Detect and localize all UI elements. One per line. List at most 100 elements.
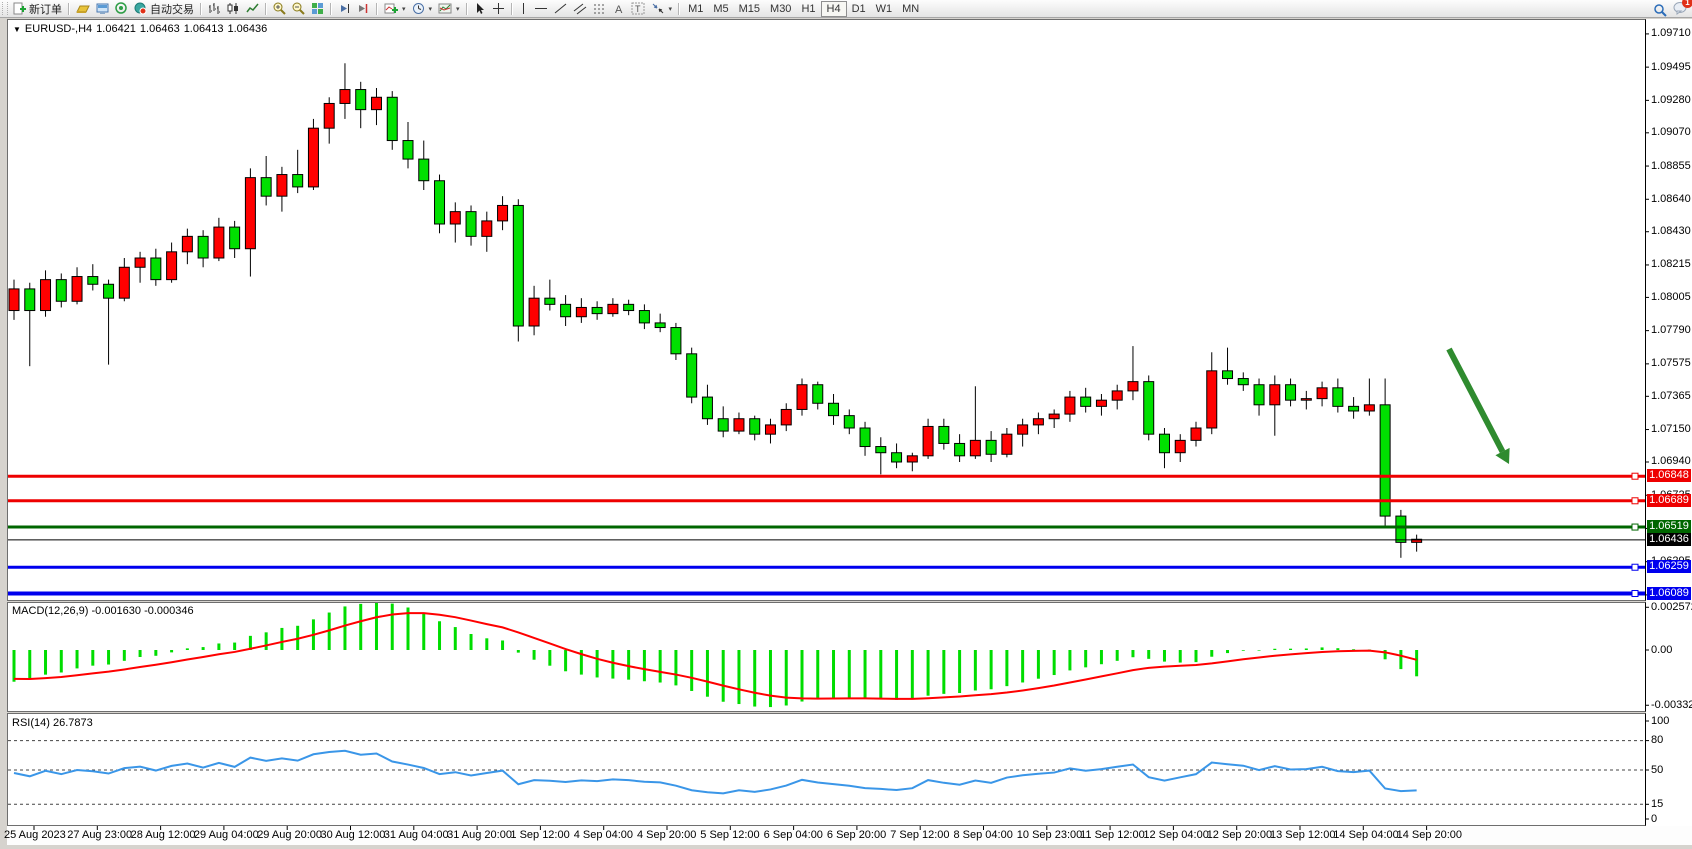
notifications-button[interactable]: 1 <box>1673 0 1692 18</box>
timeframe-h1[interactable]: H1 <box>801 2 816 15</box>
toolbar-separator <box>265 2 267 15</box>
templates-icon <box>438 3 452 14</box>
line-chart-button[interactable] <box>243 1 262 16</box>
profiles-icon <box>76 5 90 13</box>
auto-trading-icon <box>134 2 147 15</box>
cursor-tool-button[interactable] <box>471 1 489 16</box>
timeframe-w1[interactable]: W1 <box>875 2 893 15</box>
cursor-icon <box>476 3 484 14</box>
macd-header: MACD(12,26,9) -0.001630 -0.000346 <box>12 605 194 617</box>
text-label-tool-button[interactable]: T <box>628 1 648 16</box>
timeframe-m5[interactable]: M5 <box>713 2 729 15</box>
periods-button[interactable]: ▾ <box>409 1 436 16</box>
timeframe-m15[interactable]: M15 <box>738 2 761 15</box>
arrows-tool-icon <box>652 3 663 14</box>
timeframe-m30[interactable]: M30 <box>770 2 792 15</box>
timeframe-m1[interactable]: M1 <box>688 2 704 15</box>
templates-dropdown-arrow: ▾ <box>456 5 460 13</box>
tile-windows-button[interactable] <box>308 1 327 16</box>
text-tool-button[interactable]: A <box>610 1 628 16</box>
svg-text:T: T <box>635 4 641 14</box>
auto-trading-button[interactable]: 自动交易 <box>131 1 197 16</box>
indicators-dropdown-arrow: ▾ <box>402 5 406 13</box>
main-toolbar: 新订单 自动交易 ▾ ▾ <box>0 0 1692 18</box>
fibonacci-icon <box>593 4 606 14</box>
rsi-value: 26.7873 <box>52 717 93 729</box>
trendline-icon <box>554 3 566 14</box>
fibonacci-tool-button[interactable] <box>590 1 610 16</box>
crosshair-icon <box>492 3 504 14</box>
chart-dropdown-caret[interactable]: ▼ <box>13 25 21 34</box>
search-icon[interactable] <box>1653 3 1667 17</box>
candlestick-chart-icon <box>227 3 238 14</box>
macd-indicator-pane[interactable] <box>7 602 1646 712</box>
new-order-button[interactable]: 新订单 <box>10 1 65 16</box>
templates-button[interactable]: ▾ <box>435 1 463 16</box>
periods-dropdown-arrow: ▾ <box>428 5 433 13</box>
line-chart-icon <box>246 3 259 13</box>
chart-title: ▼ EURUSD-,H4 1.06421 1.06463 1.06413 1.06436 <box>13 23 271 35</box>
channel-tool-button[interactable] <box>570 1 590 16</box>
toolbar-separator <box>330 2 332 15</box>
arrows-tool-button[interactable]: ▾ <box>648 1 676 16</box>
auto-scroll-button[interactable] <box>335 1 354 16</box>
toolbar-separator <box>68 2 70 15</box>
price-axis-column[interactable] <box>1646 19 1692 826</box>
rsi-header: RSI(14) 26.7873 <box>12 717 93 729</box>
ohlc-close: 1.06436 <box>227 23 268 35</box>
rsi-indicator-pane[interactable] <box>7 713 1646 826</box>
notification-badge: 1 <box>1682 0 1692 8</box>
time-axis[interactable] <box>7 826 1692 845</box>
chart-shift-icon <box>359 4 368 13</box>
macd-signal-value: -0.000346 <box>144 605 194 617</box>
svg-text:A: A <box>615 4 623 15</box>
indicators-icon <box>384 3 398 14</box>
text-label-tool-icon: T <box>631 2 645 15</box>
signals-button[interactable] <box>112 1 131 16</box>
signals-icon <box>115 2 127 14</box>
indicators-button[interactable]: ▾ <box>381 1 409 16</box>
new-order-icon <box>13 2 26 15</box>
ohlc-low: 1.06413 <box>183 23 224 35</box>
price-chart-pane[interactable] <box>7 19 1646 601</box>
toolbar-separator <box>678 2 681 15</box>
timeframe-h4[interactable]: H4 <box>820 0 847 17</box>
zoom-out-icon <box>292 2 305 15</box>
crosshair-tool-button[interactable] <box>489 1 508 16</box>
zoom-out-button[interactable] <box>289 1 308 16</box>
horizontal-line-icon <box>534 8 547 9</box>
toolbar-separator <box>376 2 378 15</box>
tile-windows-icon <box>312 3 323 14</box>
market-watch-button[interactable] <box>93 1 112 16</box>
text-tool-icon: A <box>615 4 623 15</box>
market-watch-icon <box>96 3 109 14</box>
chart-symbol-period: EURUSD-,H4 <box>24 23 93 35</box>
new-order-label: 新订单 <box>29 3 62 16</box>
macd-main-value: -0.001630 <box>91 605 142 617</box>
toolbar-separator <box>465 2 468 15</box>
trendline-tool-button[interactable] <box>551 1 570 16</box>
horizontal-line-tool-button[interactable] <box>531 1 551 16</box>
profiles-button[interactable] <box>73 1 93 16</box>
macd-label: MACD(12,26,9) <box>12 605 89 617</box>
toolbar-separator <box>200 2 202 15</box>
auto-trading-label: 自动交易 <box>150 3 194 16</box>
toolbar-separator <box>510 2 513 15</box>
zoom-in-icon <box>273 2 286 15</box>
ohlc-open: 1.06421 <box>96 23 136 35</box>
auto-scroll-icon <box>341 4 349 13</box>
clock-icon <box>412 3 424 14</box>
toolbar-grip[interactable] <box>2 2 8 15</box>
vertical-line-tool-button[interactable] <box>516 1 531 16</box>
ohlc-high: 1.06463 <box>139 23 180 35</box>
chart-shift-button[interactable] <box>354 1 373 16</box>
timeframe-mn[interactable]: MN <box>902 2 920 15</box>
candlestick-chart-button[interactable] <box>224 1 243 16</box>
vertical-line-icon <box>522 3 524 14</box>
bar-chart-icon <box>209 3 220 14</box>
zoom-in-button[interactable] <box>270 1 289 16</box>
timeframe-d1[interactable]: D1 <box>851 2 866 15</box>
arrows-dropdown-arrow: ▾ <box>668 5 673 13</box>
bar-chart-button[interactable] <box>205 1 224 16</box>
